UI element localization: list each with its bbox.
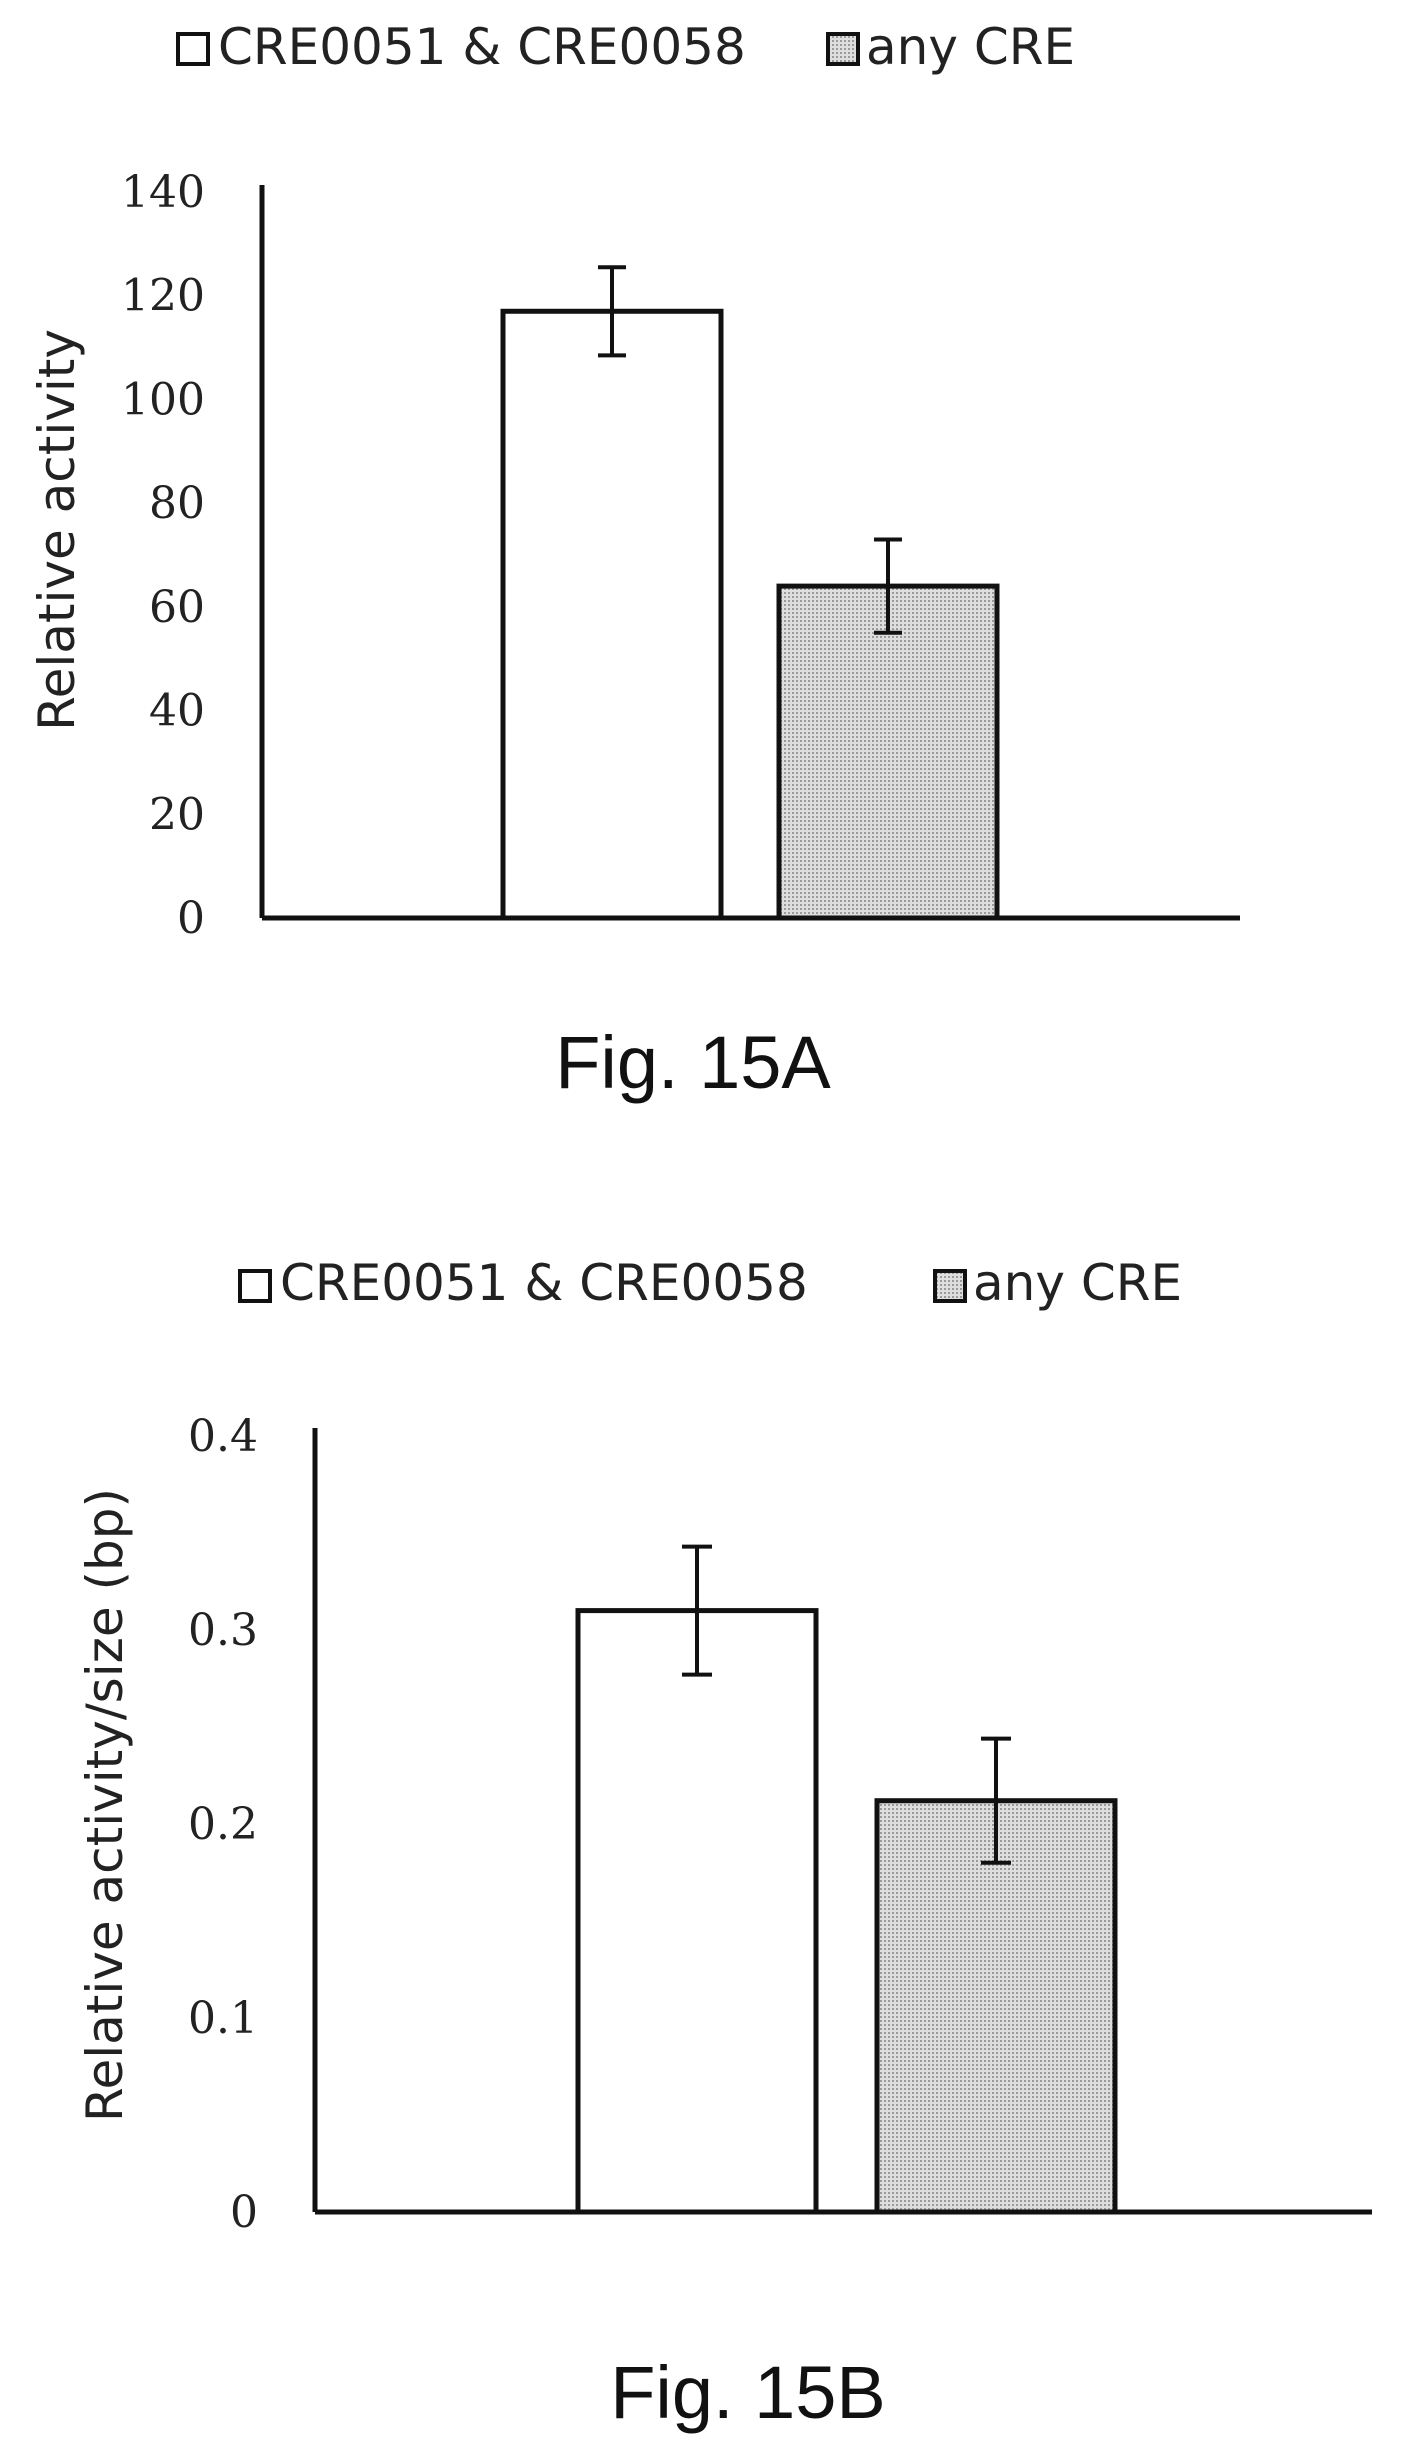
legend-a-swatch-open <box>176 32 210 66</box>
y-tick-label-b: 0 <box>230 2187 258 2238</box>
legend-b-swatch-open <box>238 1269 272 1303</box>
y-tick-label-b: 0.1 <box>188 1993 258 2044</box>
y-tick-label-b: 0.3 <box>188 1605 258 1656</box>
error-bar-b-0 <box>682 1544 712 1677</box>
legend-b-label-shaded: any CRE <box>973 1254 1182 1312</box>
legend-a-label-shaded: any CRE <box>866 18 1075 76</box>
y-tick-label-a: 60 <box>149 582 205 633</box>
error-bar-b-1 <box>981 1736 1011 1865</box>
figure-caption-a: Fig. 15A <box>555 1021 831 1104</box>
y-tick-label-b: 0.2 <box>188 1799 258 1850</box>
y-ticks-b: 0 0.1 0.2 0.3 0.4 <box>188 1411 258 2238</box>
bar-b-cre0051-cre0058 <box>575 1608 819 2215</box>
y-tick-label-a: 100 <box>121 374 205 425</box>
y-tick-label-a: 140 <box>121 167 205 218</box>
y-tick-label-a: 0 <box>177 893 205 944</box>
y-tick-label-a: 80 <box>149 478 205 529</box>
legend-a-swatch-shaded <box>826 32 860 66</box>
legend-b-swatch-shaded <box>933 1269 967 1303</box>
y-axis-label-b: Relative activity/size (bp) <box>76 1488 134 2122</box>
chart-a: CRE0051 & CRE0058 any CRE Relative activ… <box>28 18 1240 1104</box>
figure-caption-b: Fig. 15B <box>610 2351 886 2434</box>
bar-a-any-cre <box>776 583 1000 921</box>
bars-b <box>575 1544 1118 2215</box>
y-tick-label-a: 40 <box>149 686 205 737</box>
legend-a: CRE0051 & CRE0058 any CRE <box>176 18 1075 76</box>
bars-a <box>500 265 1000 921</box>
bar-a-cre0051-cre0058 <box>500 308 724 921</box>
chart-b: CRE0051 & CRE0058 any CRE Relative activ… <box>76 1254 1372 2434</box>
y-tick-label-a: 120 <box>121 271 205 322</box>
legend-a-label-open: CRE0051 & CRE0058 <box>218 18 746 76</box>
legend-b: CRE0051 & CRE0058 any CRE <box>238 1254 1182 1312</box>
y-tick-label-b: 0.4 <box>188 1411 258 1462</box>
error-bar-a-1 <box>874 537 902 635</box>
y-axis-label-a: Relative activity <box>28 329 86 731</box>
y-ticks-a: 0 20 40 60 80 100 120 140 <box>121 167 205 944</box>
bar-b-any-cre <box>874 1798 1118 2215</box>
legend-b-label-open: CRE0051 & CRE0058 <box>280 1254 808 1312</box>
y-tick-label-a: 20 <box>149 789 205 840</box>
error-bar-a-0 <box>598 265 626 358</box>
